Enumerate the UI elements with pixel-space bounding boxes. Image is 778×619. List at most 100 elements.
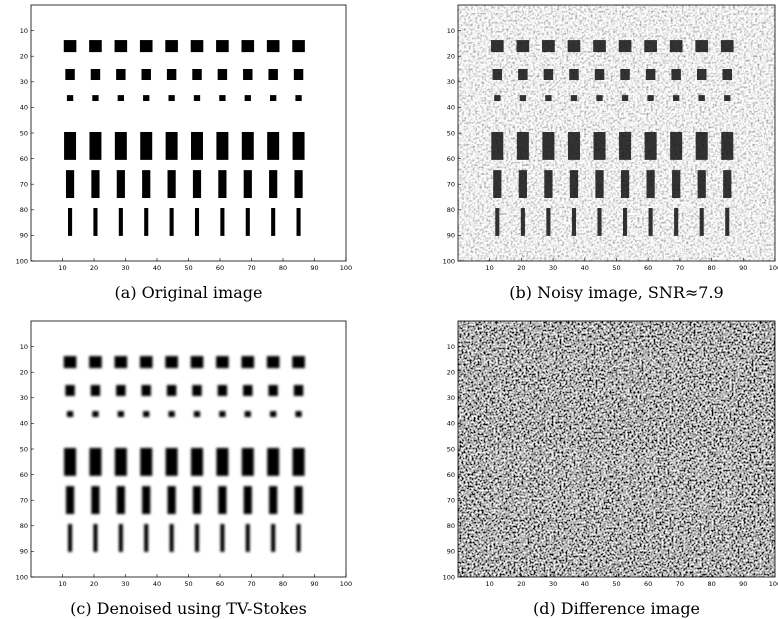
pattern-block — [65, 69, 74, 80]
y-tick-label: 80 — [447, 206, 455, 214]
x-tick-label: 50 — [184, 580, 192, 588]
pattern-block — [267, 448, 279, 476]
x-tick-label: 40 — [153, 580, 161, 588]
y-tick-label: 10 — [20, 27, 28, 35]
pattern-block — [142, 69, 151, 80]
x-tick-label: 70 — [676, 264, 684, 272]
pattern-block — [93, 208, 97, 236]
pattern-block — [194, 411, 200, 417]
pattern-block — [697, 69, 707, 80]
pattern-block — [697, 385, 707, 396]
pattern-block — [621, 170, 629, 198]
pattern-block — [271, 524, 275, 552]
pattern-block — [699, 411, 705, 417]
image — [31, 5, 346, 261]
pattern-block — [216, 356, 229, 368]
pattern-block — [194, 95, 200, 101]
pattern-block — [518, 69, 528, 80]
pattern-block — [168, 170, 176, 198]
pattern-block — [494, 95, 500, 101]
x-tick-label: 80 — [707, 264, 715, 272]
x-tick-label: 30 — [121, 580, 129, 588]
pattern-block — [166, 448, 178, 476]
y-tick-label: 40 — [447, 420, 455, 428]
pattern-block — [116, 69, 125, 80]
pattern-block — [67, 411, 73, 417]
pattern-block — [671, 69, 681, 80]
pattern-block — [267, 40, 280, 52]
y-tick-label: 50 — [447, 129, 455, 137]
pattern-block — [491, 40, 504, 52]
y-tick-label: 90 — [447, 232, 455, 240]
pattern-block — [143, 95, 149, 101]
pattern-block — [593, 448, 605, 476]
x-tick-label: 100 — [769, 264, 778, 272]
pattern-block — [118, 95, 124, 101]
pattern-block — [192, 385, 201, 396]
pattern-block — [220, 524, 224, 552]
x-tick-label: 30 — [121, 264, 129, 272]
pattern-block — [115, 448, 127, 476]
x-tick-label: 40 — [581, 580, 589, 588]
pattern-block — [491, 132, 503, 160]
y-tick-label: 30 — [447, 78, 455, 86]
pattern-block — [220, 208, 224, 236]
pattern-block — [699, 95, 705, 101]
pattern-block — [542, 40, 555, 52]
pattern-block — [493, 486, 501, 514]
pattern-block — [195, 208, 199, 236]
pattern-block — [724, 411, 730, 417]
pattern-block — [695, 356, 708, 368]
pattern-block — [241, 40, 254, 52]
y-tick-label: 30 — [20, 78, 28, 86]
pattern-block — [166, 132, 178, 160]
x-tick-label: 90 — [739, 580, 747, 588]
pattern-block — [544, 170, 552, 198]
pattern-block — [645, 448, 657, 476]
x-tick-label: 80 — [279, 264, 287, 272]
y-tick-label: 100 — [16, 573, 28, 581]
pattern-block — [117, 486, 125, 514]
pattern-block — [242, 132, 254, 160]
pattern-block — [246, 208, 250, 236]
pattern-block — [646, 170, 654, 198]
pattern-block — [245, 411, 251, 417]
pattern-block — [115, 132, 127, 160]
pattern-block — [294, 69, 303, 80]
pattern-block — [191, 356, 204, 368]
x-tick-label: 20 — [517, 264, 525, 272]
pattern-block — [619, 356, 632, 368]
pattern-block — [674, 208, 678, 236]
pattern-block — [191, 132, 203, 160]
pattern-block — [723, 69, 733, 80]
pattern-block — [64, 40, 77, 52]
pattern-block — [243, 385, 252, 396]
x-tick-label: 50 — [612, 580, 620, 588]
x-tick-label: 60 — [644, 580, 652, 588]
pattern-block — [623, 524, 627, 552]
y-tick-label: 100 — [443, 573, 455, 581]
x-tick-label: 50 — [612, 264, 620, 272]
pattern-block — [91, 385, 100, 396]
pattern-block — [119, 524, 123, 552]
pattern-block — [218, 170, 226, 198]
pattern-block — [495, 208, 499, 236]
x-tick-label: 10 — [58, 264, 66, 272]
x-tick-label: 20 — [90, 580, 98, 588]
pattern-block — [517, 40, 530, 52]
pattern-block — [723, 170, 731, 198]
pattern-block — [64, 356, 77, 368]
pattern-block — [118, 411, 124, 417]
pattern-block — [142, 385, 151, 396]
pattern-block — [670, 40, 683, 52]
pattern-block — [593, 132, 605, 160]
pattern-block — [116, 385, 125, 396]
pattern-block — [241, 356, 254, 368]
pattern-block — [115, 356, 128, 368]
pattern-block — [269, 486, 277, 514]
pattern-block — [520, 95, 526, 101]
pattern-block — [674, 524, 678, 552]
pattern-block — [193, 170, 201, 198]
pattern-block — [544, 69, 554, 80]
